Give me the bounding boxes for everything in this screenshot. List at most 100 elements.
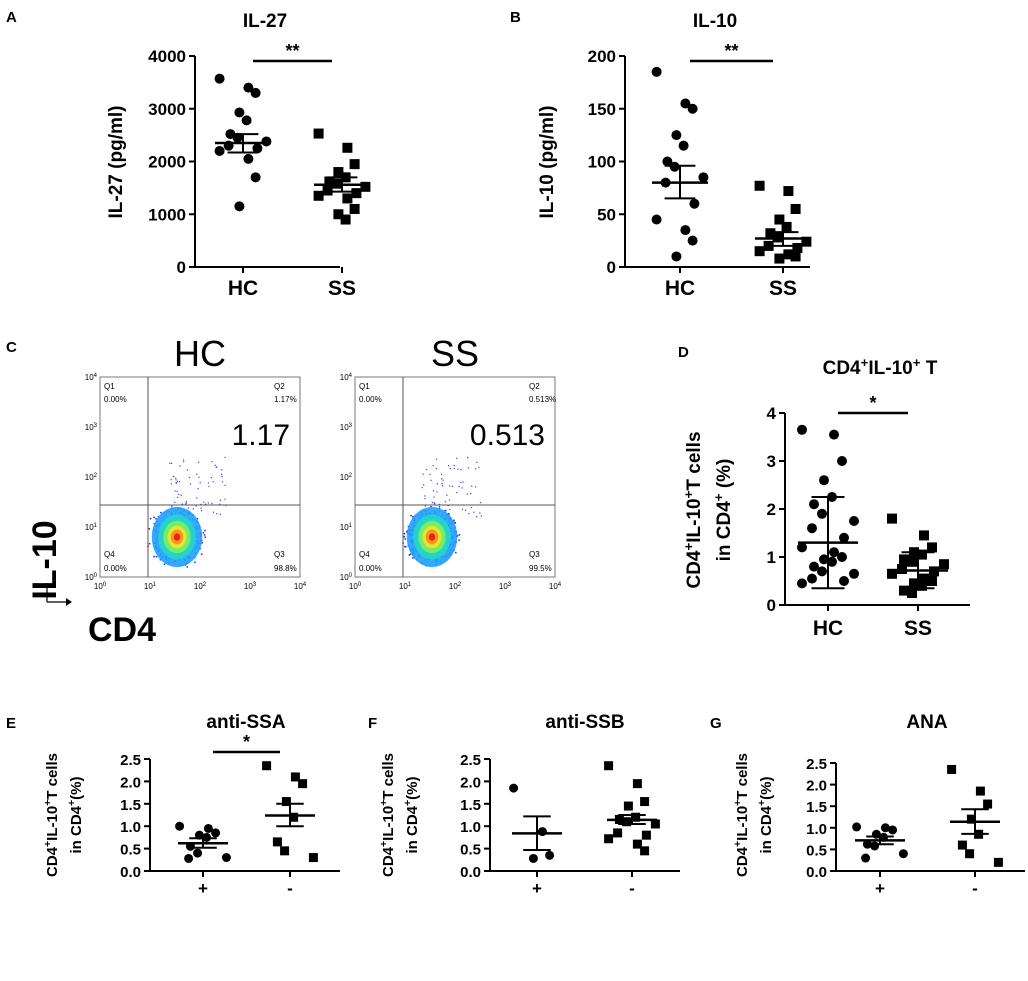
y-tick-label: 3000	[148, 100, 186, 119]
y-axis-label-line2-part: +	[711, 493, 726, 501]
event-dot	[192, 508, 195, 510]
data-point	[909, 578, 919, 589]
y-tick-label: 0.0	[460, 864, 481, 881]
y-tick-label: 1.5	[460, 797, 481, 814]
data-point	[861, 853, 871, 863]
event-dot	[403, 535, 406, 538]
event-dot	[176, 490, 178, 493]
event-dot	[454, 521, 456, 524]
event-dot	[444, 509, 447, 512]
event-dot	[433, 503, 436, 505]
data-point	[631, 812, 641, 822]
y-axis-label-line2: in CD4+ (%)	[711, 459, 736, 562]
data-point	[308, 853, 318, 863]
density-contour	[173, 533, 181, 541]
event-dot	[430, 479, 432, 482]
y-axis-label-line2-part: (%)	[758, 777, 775, 800]
event-dot	[221, 481, 224, 483]
event-dot	[149, 517, 152, 520]
event-dot	[176, 496, 179, 499]
data-point	[829, 547, 839, 558]
y-decade-exponent: 0	[349, 573, 353, 579]
data-point	[324, 176, 335, 187]
data-point	[907, 588, 917, 598]
data-point	[783, 249, 794, 260]
y-decade-label: 102	[85, 473, 98, 482]
event-dot	[453, 519, 455, 522]
event-dot	[441, 483, 443, 485]
y-axis-label-part: T cells	[380, 753, 397, 800]
panel-letter-a: A	[6, 9, 17, 26]
data-point	[604, 834, 614, 844]
y-axis-label-line2-part: in CD4	[404, 805, 421, 853]
event-dot	[438, 505, 441, 508]
event-dot	[460, 468, 462, 471]
y-axis-label-line2-part: +	[66, 800, 78, 806]
event-dot	[475, 486, 477, 488]
data-point	[827, 556, 837, 567]
event-dot	[453, 467, 456, 470]
event-dot	[186, 469, 189, 471]
y-tick-label: 1.5	[806, 799, 827, 816]
y-axis-label-part: CD4	[44, 846, 61, 877]
data-point	[322, 185, 333, 196]
event-dot	[187, 507, 190, 509]
event-dot	[432, 490, 435, 492]
y-tick-label: 1.0	[120, 819, 141, 836]
data-point	[678, 140, 689, 151]
data-point	[797, 578, 807, 589]
data-point	[250, 87, 261, 98]
event-dot	[404, 545, 407, 548]
data-point	[640, 797, 650, 807]
data-point	[927, 542, 937, 553]
x-decade-exponent: 0	[358, 582, 362, 588]
event-dot	[196, 497, 198, 499]
y-tick-label: 0	[177, 258, 186, 277]
y-axis-label-part: IL-10	[380, 806, 397, 841]
event-dot	[460, 481, 462, 484]
data-point	[604, 761, 614, 771]
data-point	[651, 214, 662, 225]
event-dot	[204, 503, 207, 505]
data-point	[887, 513, 897, 524]
quadrant-q2-pct: 1.17%	[274, 395, 297, 404]
y-decade-label: 102	[340, 473, 353, 482]
data-point	[797, 424, 807, 435]
data-point	[349, 203, 360, 214]
x-decade-exponent: 2	[458, 582, 462, 588]
y-axis-label: IL-10 (pg/ml)	[537, 106, 558, 219]
data-point	[917, 549, 927, 560]
event-dot	[202, 531, 205, 534]
significance-label: *	[243, 732, 250, 752]
event-dot	[172, 475, 175, 478]
y-tick-label: 2.0	[806, 778, 827, 795]
x-decade-label: 104	[294, 582, 307, 591]
y-decade-label: 100	[85, 573, 98, 582]
data-point	[214, 145, 225, 156]
event-dot	[185, 502, 188, 504]
y-axis-label: CD4+IL-10+T cells	[378, 753, 397, 877]
event-dot	[426, 468, 428, 471]
event-dot	[179, 465, 181, 467]
y-decade-label: 101	[340, 523, 353, 532]
data-point	[965, 849, 975, 859]
x-decade-label: 100	[349, 582, 362, 591]
data-point	[801, 236, 812, 247]
event-dot	[170, 462, 173, 465]
data-point	[947, 764, 957, 774]
data-point	[839, 532, 849, 543]
y-tick-label: 2	[767, 500, 776, 519]
chart-title: ANA	[906, 712, 947, 733]
event-dot	[197, 487, 199, 490]
event-dot	[197, 461, 200, 464]
event-dot	[424, 495, 426, 497]
event-dot	[148, 542, 151, 545]
event-dot	[479, 501, 482, 504]
y-axis-label-line2-part: (%)	[68, 777, 85, 800]
y-axis-label-line2-part: (%)	[404, 777, 421, 800]
data-point	[640, 846, 650, 856]
data-point	[917, 580, 927, 591]
flow-axis-legend: IL-10 CD4	[26, 520, 156, 649]
data-point	[966, 814, 976, 824]
